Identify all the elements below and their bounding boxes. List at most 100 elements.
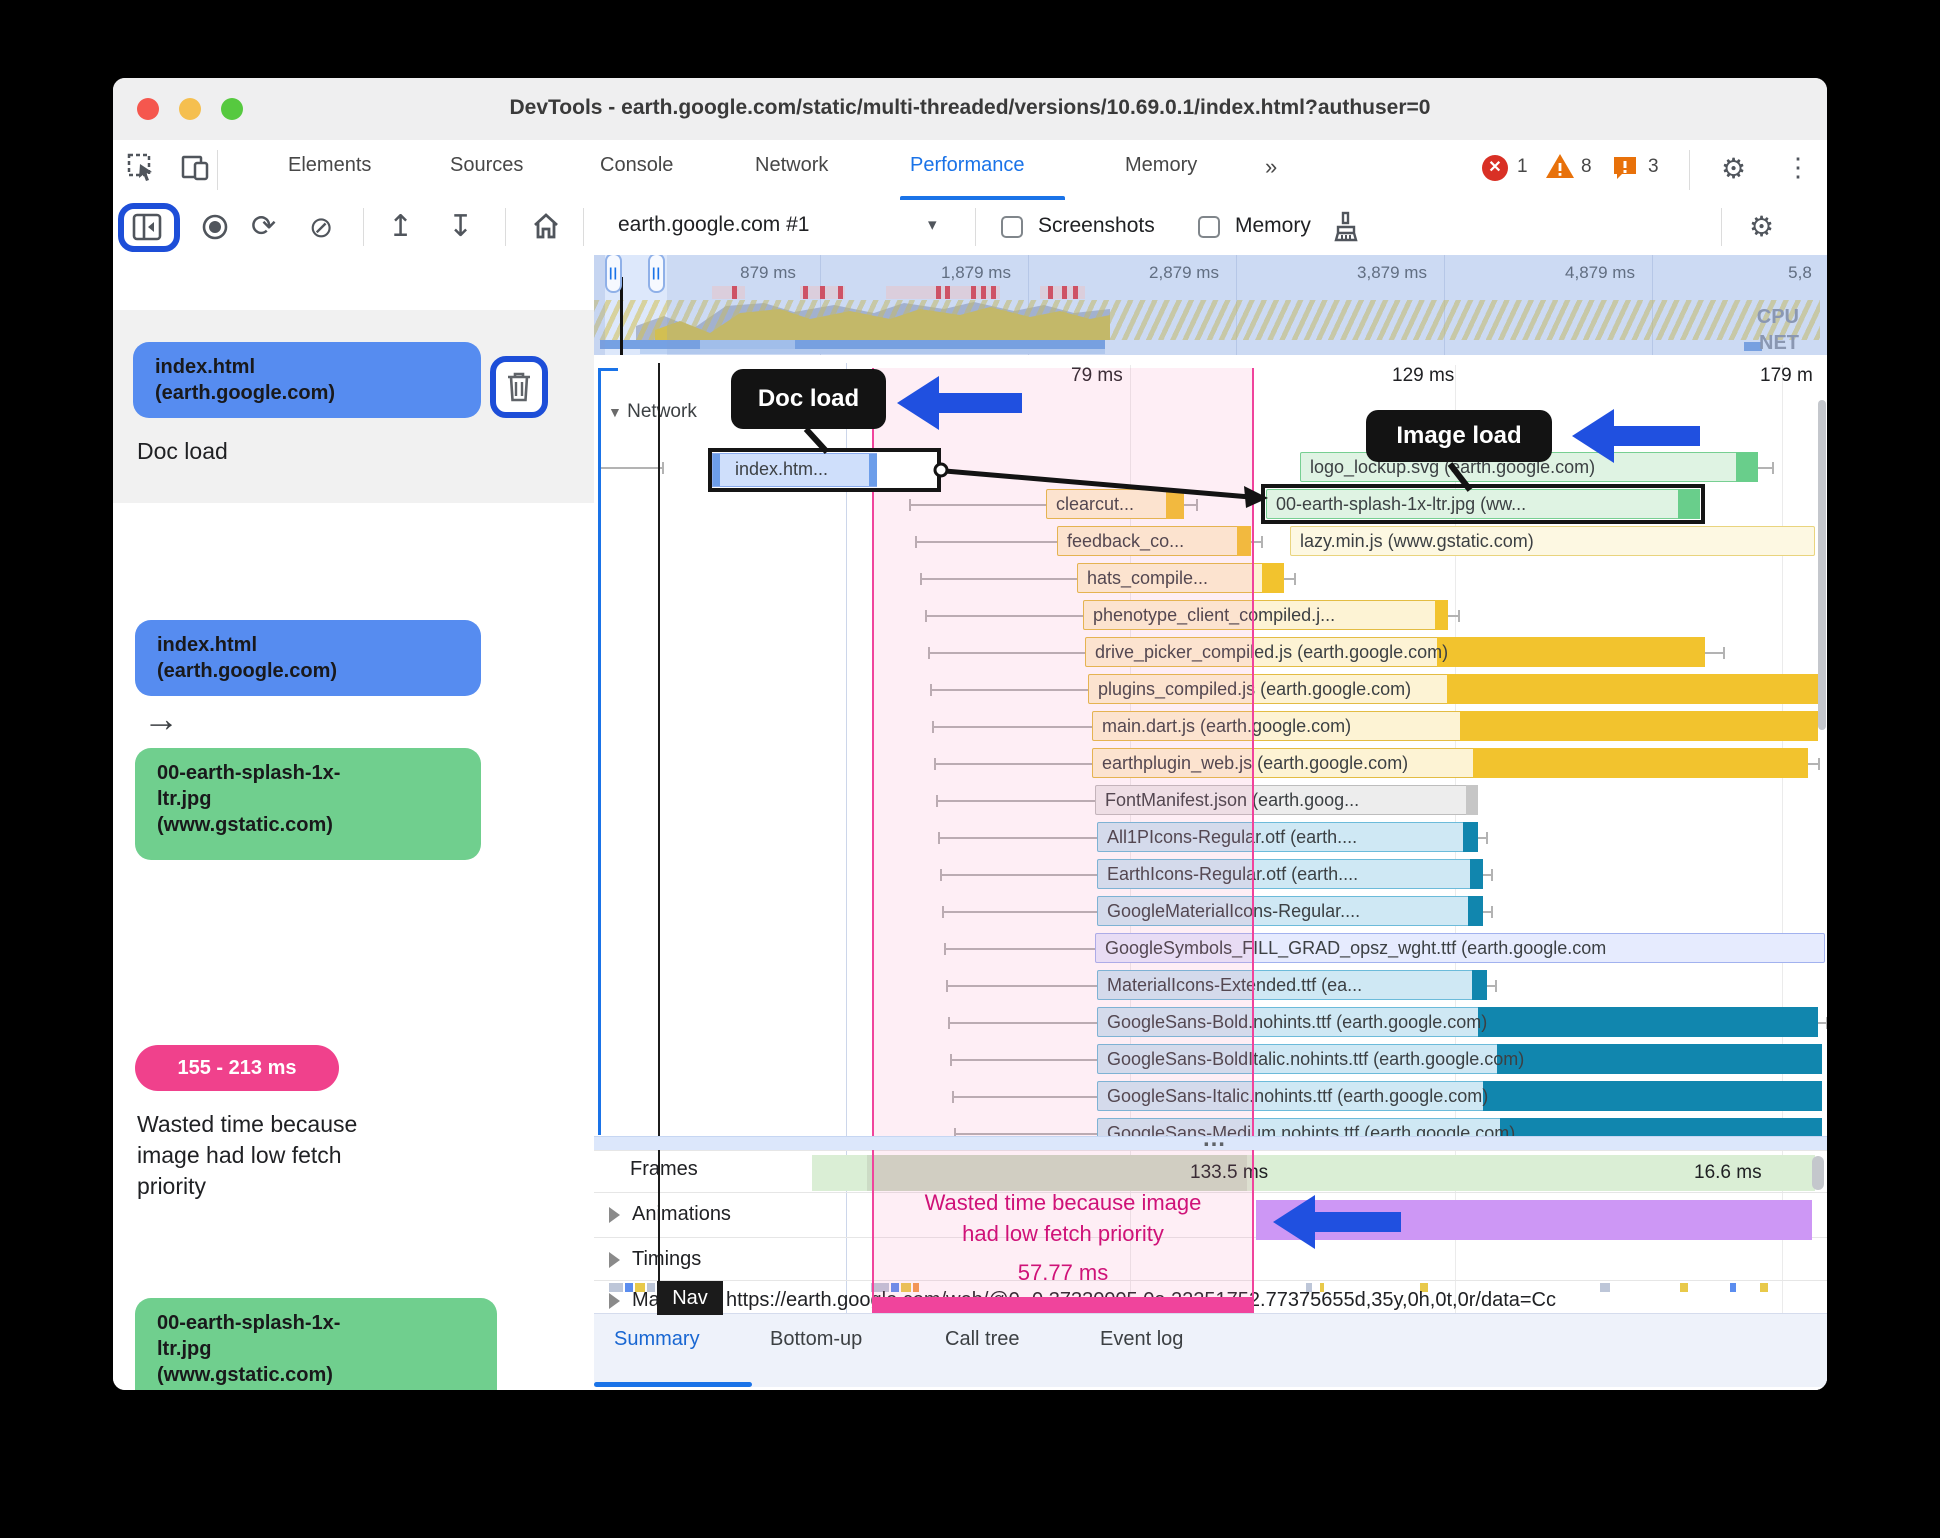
- main-track-activity: [594, 1283, 1827, 1293]
- tab-call-tree[interactable]: Call tree: [945, 1328, 1020, 1350]
- network-section-toggle[interactable]: ▼ Network: [608, 401, 697, 422]
- request-whisker: [1758, 467, 1772, 469]
- main-activity-tick: [1760, 1283, 1768, 1292]
- warning-count[interactable]: 8: [1581, 156, 1592, 177]
- network-request-bar[interactable]: GoogleSans-Bold.nohints.ttf (earth.googl…: [1097, 1007, 1818, 1037]
- timings-track-label: Timings: [632, 1248, 702, 1270]
- annotation-pill-splash[interactable]: 00-earth-splash-1x- ltr.jpg (www.gstatic…: [135, 1298, 497, 1390]
- zoom-window-button[interactable]: [221, 98, 243, 120]
- memory-checkbox[interactable]: [1198, 216, 1220, 238]
- tab-performance[interactable]: Performance: [910, 154, 1025, 176]
- inspect-element-icon[interactable]: [127, 153, 157, 183]
- history-dropdown[interactable]: earth.google.com #1: [618, 213, 810, 236]
- tab-summary[interactable]: Summary: [614, 1328, 700, 1350]
- gc-brush-icon[interactable]: [1331, 211, 1361, 243]
- network-request-bar[interactable]: FontManifest.json (earth.goog...: [1095, 785, 1478, 815]
- close-window-button[interactable]: [137, 98, 159, 120]
- network-request-bar[interactable]: plugins_compiled.js (earth.google.com): [1088, 674, 1818, 704]
- request-whisker: [954, 1133, 1097, 1135]
- annotated-request-splash[interactable]: [1261, 484, 1705, 524]
- network-request-bar[interactable]: earthplugin_web.js (earth.google.com): [1092, 748, 1808, 778]
- network-request-bar[interactable]: hats_compile...: [1077, 563, 1284, 593]
- timeline-overview[interactable]: 879 ms 1,879 ms 2,879 ms 3,879 ms 4,879 ms 5,…: [594, 255, 1827, 355]
- annotation-pill-index[interactable]: index.html (earth.google.com): [133, 342, 481, 418]
- network-request-bar[interactable]: 00-earth-splash-1x-ltr.jpg (ww...: [1266, 489, 1700, 519]
- annotation-entry-doc-load[interactable]: index.html (earth.google.com) Doc load: [113, 310, 594, 503]
- annotation-pill-index[interactable]: index.html (earth.google.com): [135, 620, 481, 696]
- minimize-window-button[interactable]: [179, 98, 201, 120]
- network-request-bar[interactable]: phenotype_client_compiled.j...: [1083, 600, 1448, 630]
- download-profile-icon[interactable]: ↧: [448, 210, 474, 243]
- network-request-bar[interactable]: MaterialIcons-Extended.ttf (ea...: [1097, 970, 1487, 1000]
- network-request-bar[interactable]: clearcut...: [1046, 489, 1184, 519]
- long-task-mark: [838, 286, 843, 299]
- doc-load-arrow-icon: [897, 376, 939, 430]
- network-request-bar[interactable]: EarthIcons-Regular.otf (earth....: [1097, 859, 1483, 889]
- request-whisker: [1284, 578, 1294, 580]
- record-icon[interactable]: [201, 213, 229, 241]
- network-request-bar[interactable]: GoogleSymbols_FILL_GRAD_opsz_wght.ttf (e…: [1095, 933, 1825, 963]
- caret-right-icon[interactable]: [609, 1293, 620, 1309]
- network-request-bar[interactable]: feedback_co...: [1057, 526, 1251, 556]
- request-whisker-tick: [915, 536, 917, 548]
- annotation-connectors: [803, 426, 1473, 508]
- wasted-time-label: Wasted time because image had low fetch …: [882, 1187, 1244, 1288]
- request-label: MaterialIcons-Extended.ttf (ea...: [1107, 975, 1363, 995]
- upload-profile-icon[interactable]: ↥: [388, 210, 414, 243]
- download-segment: [1435, 600, 1448, 630]
- device-toolbar-icon[interactable]: [181, 154, 211, 182]
- network-request-bar[interactable]: GoogleSans-BoldItalic.nohints.ttf (earth…: [1097, 1044, 1822, 1074]
- vertical-scrollbar[interactable]: [1818, 400, 1826, 730]
- error-count[interactable]: 1: [1517, 156, 1528, 177]
- overview-right-handle[interactable]: ||: [648, 255, 665, 293]
- network-request-bar[interactable]: All1PIcons-Regular.otf (earth....: [1097, 822, 1478, 852]
- tab-network[interactable]: Network: [755, 154, 829, 176]
- annotation-entry-link[interactable]: index.html (earth.google.com) → 00-earth…: [113, 620, 594, 970]
- issues-icon[interactable]: [1611, 154, 1639, 182]
- overview-dim-right: [667, 255, 1827, 355]
- issues-count[interactable]: 3: [1648, 156, 1659, 177]
- tab-elements[interactable]: Elements: [288, 154, 372, 176]
- overview-left-handle[interactable]: ||: [605, 255, 622, 293]
- frames-scrollbar[interactable]: [1812, 1156, 1824, 1190]
- frames-bar[interactable]: 133.5 ms 16.6 ms: [812, 1155, 1815, 1191]
- home-icon[interactable]: [531, 211, 561, 241]
- tab-bottom-up[interactable]: Bottom-up: [770, 1328, 863, 1350]
- download-segment: [1472, 970, 1487, 1000]
- devtools-window: DevTools - earth.google.com/static/multi…: [113, 78, 1827, 1390]
- network-request-bar[interactable]: GoogleSans-Italic.nohints.ttf (earth.goo…: [1097, 1081, 1822, 1111]
- network-request-bar[interactable]: GoogleMaterialIcons-Regular....: [1097, 896, 1483, 926]
- clear-icon[interactable]: ⊘: [309, 212, 334, 244]
- overview-dim-left: [594, 255, 605, 355]
- warning-icon[interactable]: [1545, 152, 1575, 180]
- reload-record-icon[interactable]: ⟳: [251, 210, 277, 243]
- settings-gear-icon[interactable]: ⚙: [1721, 153, 1747, 184]
- annotated-request-index[interactable]: index.htm...: [708, 448, 941, 492]
- doc-load-annotation-chip[interactable]: Doc load: [731, 369, 886, 429]
- more-tabs-icon[interactable]: »: [1265, 154, 1278, 179]
- toggle-sidebar-icon[interactable]: [132, 213, 162, 241]
- time-label: 129 ms: [1392, 365, 1455, 386]
- annotation-entry-range[interactable]: 155 - 213 ms Wasted time because image h…: [113, 1045, 594, 1220]
- capture-settings-gear-icon[interactable]: ⚙: [1749, 211, 1775, 242]
- error-icon[interactable]: ✕: [1482, 155, 1508, 181]
- network-request-bar[interactable]: lazy.min.js (www.gstatic.com): [1290, 526, 1815, 556]
- image-load-annotation-chip[interactable]: Image load: [1366, 410, 1552, 462]
- network-request-bar[interactable]: drive_picker_compiled.js (earth.google.c…: [1085, 637, 1705, 667]
- caret-right-icon[interactable]: [609, 1207, 620, 1223]
- chevron-down-icon[interactable]: ▾: [928, 215, 937, 234]
- tab-event-log[interactable]: Event log: [1100, 1328, 1184, 1350]
- network-request-bar[interactable]: main.dart.js (earth.google.com): [1092, 711, 1818, 741]
- annotation-entry-image-load[interactable]: 00-earth-splash-1x- ltr.jpg (www.gstatic…: [113, 1298, 594, 1390]
- tab-console[interactable]: Console: [600, 154, 674, 176]
- caret-right-icon[interactable]: [609, 1252, 620, 1268]
- kebab-menu-icon[interactable]: ⋮: [1785, 152, 1811, 182]
- screenshots-checkbox[interactable]: [1001, 216, 1023, 238]
- download-segment: [1497, 1044, 1822, 1074]
- animations-arrow-icon: [1315, 1212, 1401, 1232]
- trash-icon[interactable]: [504, 370, 534, 404]
- show-more-button[interactable]: …: [1202, 1125, 1226, 1152]
- annotation-pill-splash[interactable]: 00-earth-splash-1x- ltr.jpg (www.gstatic…: [135, 748, 481, 860]
- tab-sources[interactable]: Sources: [450, 154, 524, 176]
- tab-memory[interactable]: Memory: [1125, 154, 1198, 176]
